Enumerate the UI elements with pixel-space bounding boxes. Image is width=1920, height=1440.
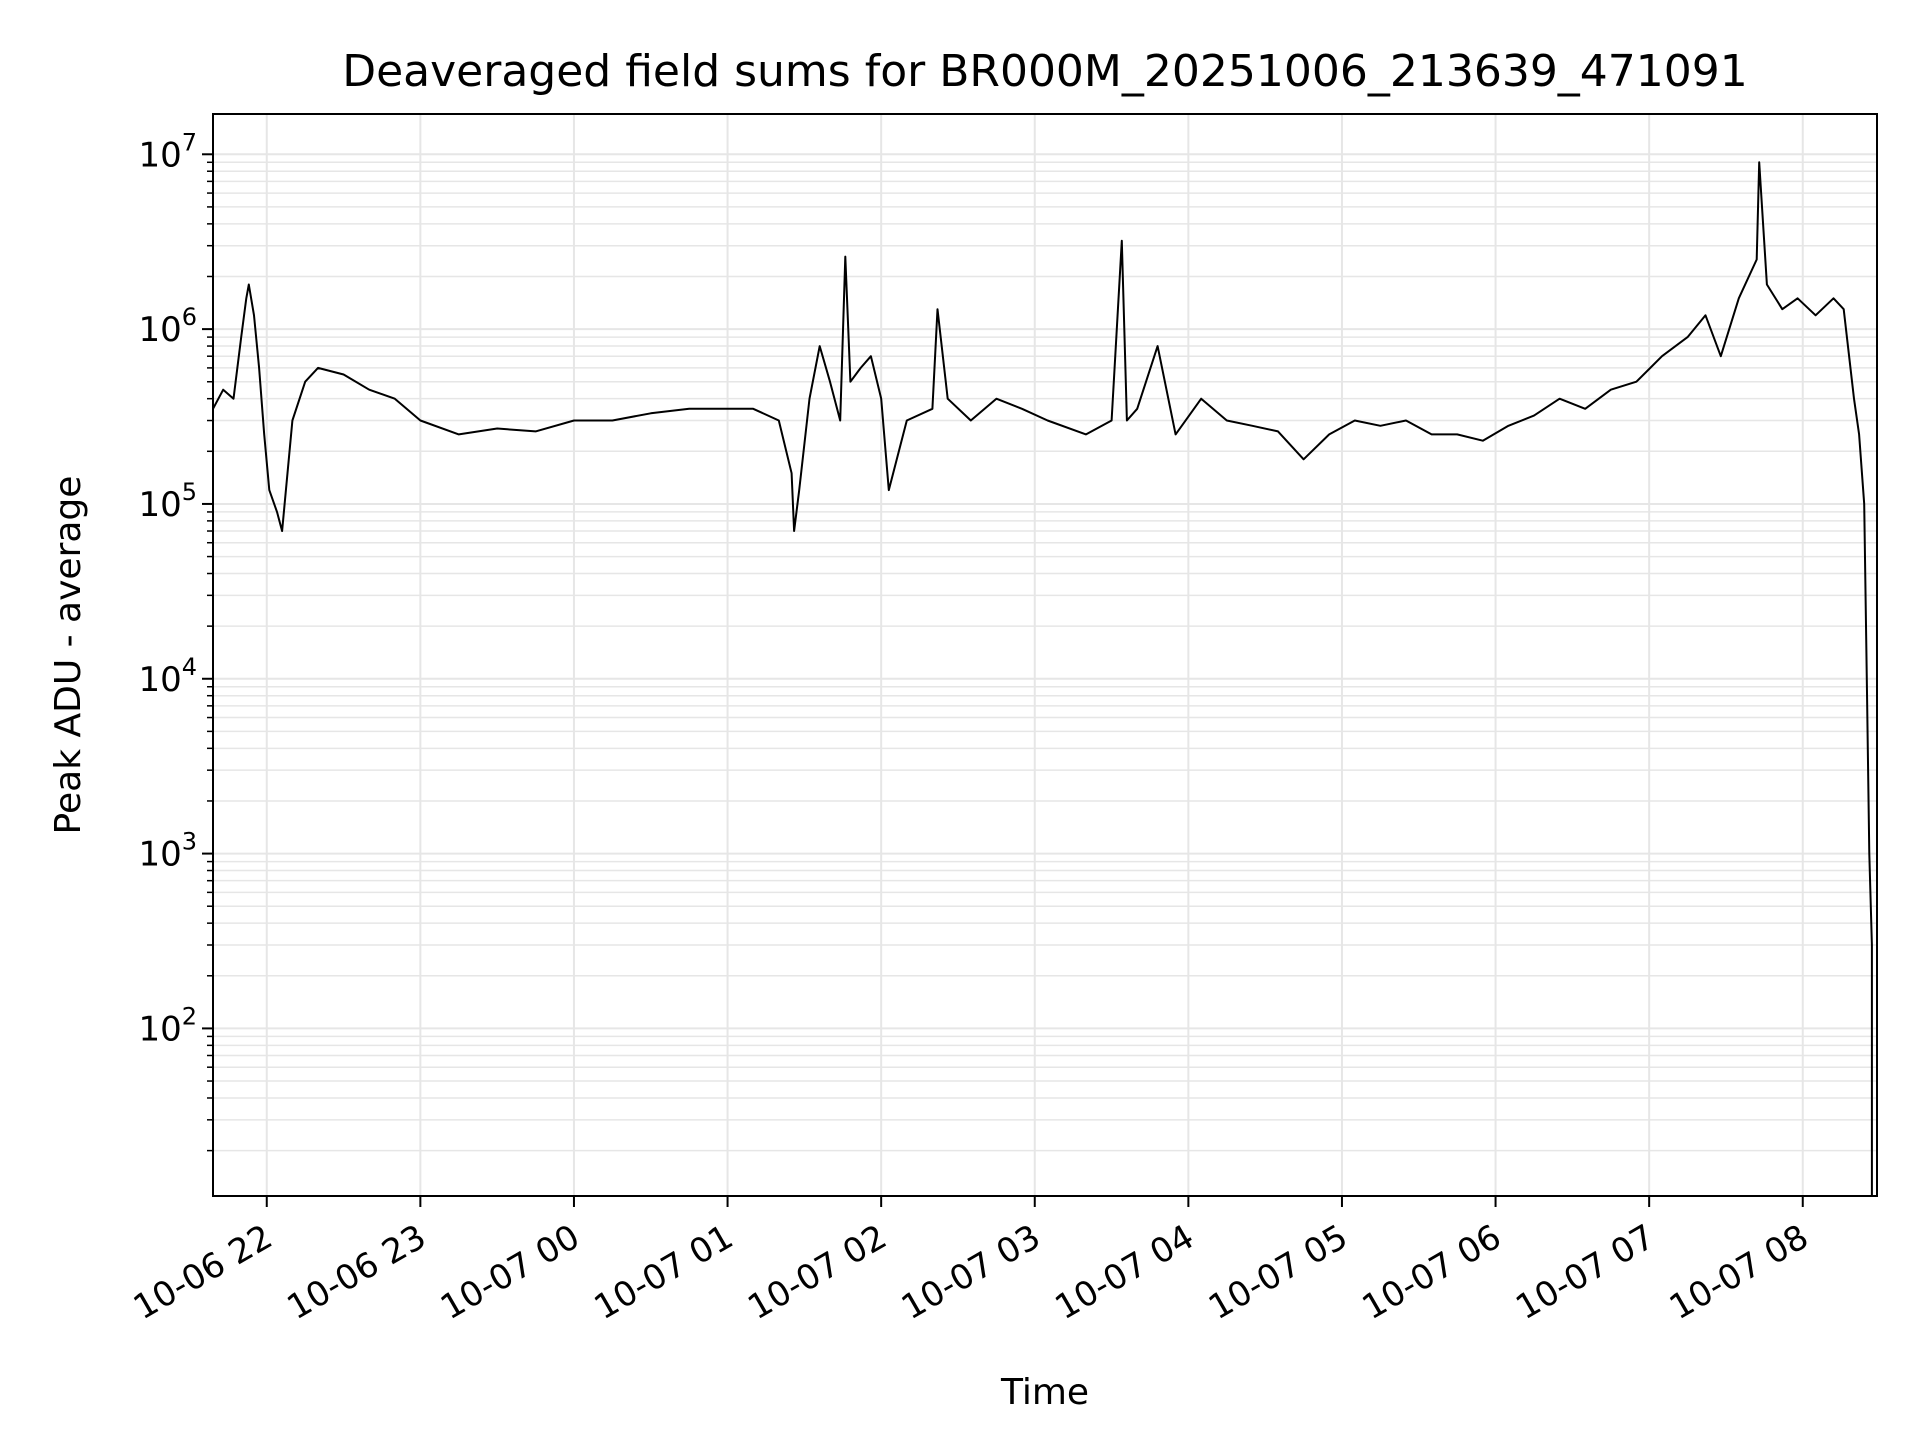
- x-tick-label: 10-06 22: [127, 1217, 279, 1328]
- x-axis-label: Time: [1000, 1372, 1089, 1413]
- y-tick-label: 107: [138, 128, 197, 175]
- x-tick-label: 10-07 08: [1663, 1217, 1815, 1328]
- x-tick-label: 10-07 01: [588, 1217, 740, 1328]
- y-tick-label: 106: [138, 303, 197, 350]
- y-tick-label: 105: [138, 478, 197, 525]
- series-line: [212, 161, 1873, 1196]
- y-tick-label: 103: [138, 828, 197, 875]
- grid: [213, 114, 1877, 1196]
- chart-title: Deaveraged field sums for BR000M_2025100…: [342, 46, 1748, 97]
- series-layer: [212, 161, 1873, 1196]
- x-tick-label: 10-07 00: [434, 1217, 586, 1328]
- plot-frame: [212, 113, 1878, 1197]
- x-tick-label: 10-07 06: [1356, 1217, 1508, 1328]
- x-tick-label: 10-07 05: [1202, 1217, 1354, 1328]
- x-tick-label: 10-07 03: [895, 1217, 1047, 1328]
- y-tick-label: 104: [138, 653, 197, 700]
- x-tick-label: 10-07 07: [1509, 1217, 1661, 1328]
- x-tick-label: 10-06 23: [280, 1217, 432, 1328]
- x-tick-label: 10-07 02: [741, 1217, 893, 1328]
- x-tick-label: 10-07 04: [1048, 1217, 1200, 1328]
- y-axis-label: Peak ADU - average: [48, 476, 89, 835]
- y-tick-label: 102: [138, 1002, 197, 1049]
